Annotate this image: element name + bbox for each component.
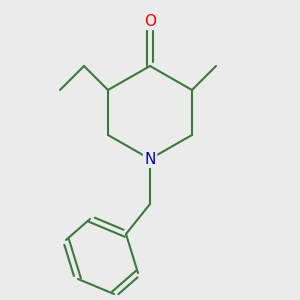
Text: N: N [144,152,156,166]
Text: O: O [144,14,156,28]
